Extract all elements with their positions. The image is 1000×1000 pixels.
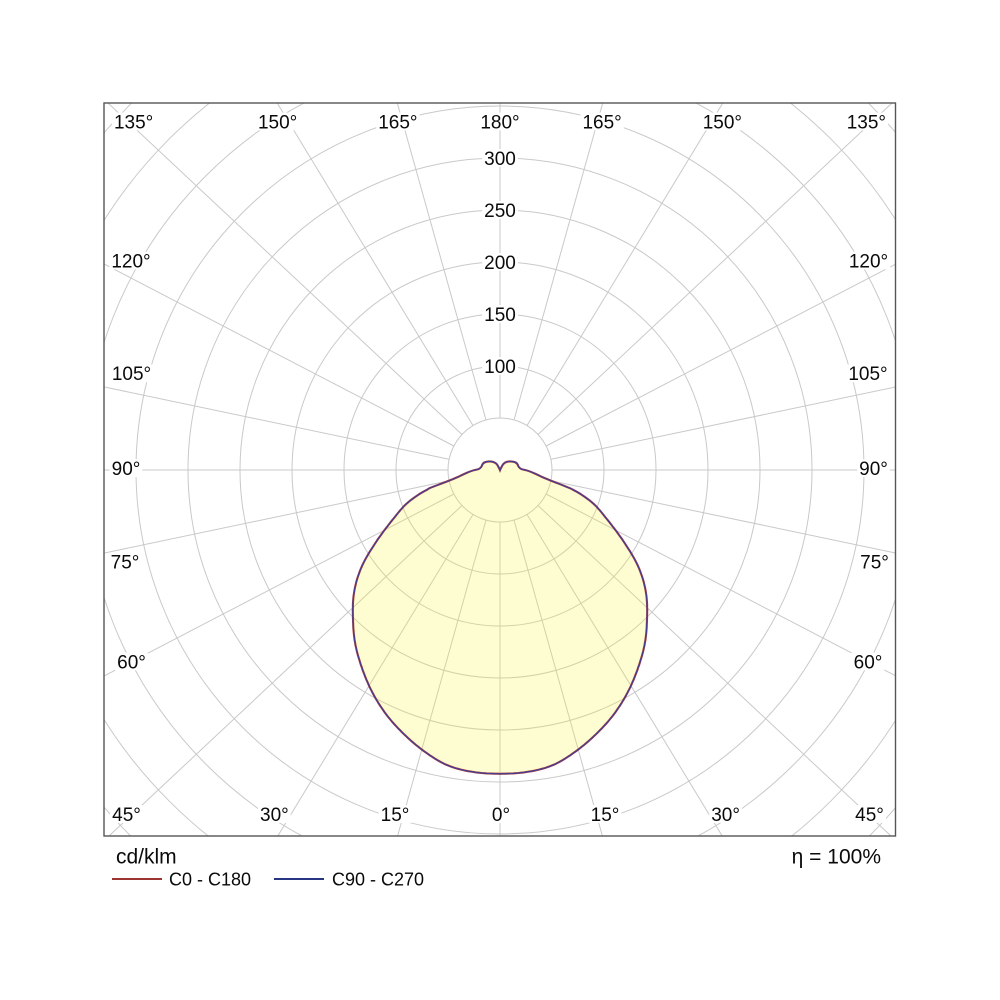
svg-text:45°: 45° [112, 805, 141, 826]
svg-text:60°: 60° [854, 652, 883, 673]
svg-text:cd/klm: cd/klm [116, 845, 177, 868]
svg-text:250: 250 [484, 201, 516, 222]
svg-text:100: 100 [484, 357, 516, 378]
svg-text:0°: 0° [492, 805, 510, 826]
svg-text:60°: 60° [117, 652, 146, 673]
svg-text:150°: 150° [258, 112, 297, 133]
svg-text:η = 100%: η = 100% [792, 845, 881, 868]
svg-text:45°: 45° [855, 805, 884, 826]
svg-text:105°: 105° [112, 364, 151, 385]
svg-text:165°: 165° [378, 112, 417, 133]
svg-text:C0 - C180: C0 - C180 [169, 870, 251, 890]
svg-text:15°: 15° [591, 805, 620, 826]
svg-text:165°: 165° [582, 112, 621, 133]
svg-text:90°: 90° [859, 459, 888, 480]
svg-text:30°: 30° [260, 805, 289, 826]
svg-text:105°: 105° [848, 364, 887, 385]
svg-text:C90 - C270: C90 - C270 [332, 870, 424, 890]
svg-text:120°: 120° [111, 251, 150, 272]
svg-text:150°: 150° [703, 112, 742, 133]
svg-text:150: 150 [484, 305, 516, 326]
svg-text:200: 200 [484, 253, 516, 274]
svg-text:90°: 90° [112, 459, 141, 480]
svg-text:75°: 75° [111, 553, 140, 574]
svg-text:135°: 135° [114, 112, 153, 133]
svg-text:180°: 180° [480, 112, 519, 133]
svg-text:135°: 135° [847, 112, 886, 133]
svg-text:30°: 30° [711, 805, 740, 826]
svg-text:120°: 120° [849, 251, 888, 272]
svg-text:300: 300 [484, 149, 516, 170]
svg-text:75°: 75° [860, 553, 889, 574]
svg-text:15°: 15° [381, 805, 410, 826]
